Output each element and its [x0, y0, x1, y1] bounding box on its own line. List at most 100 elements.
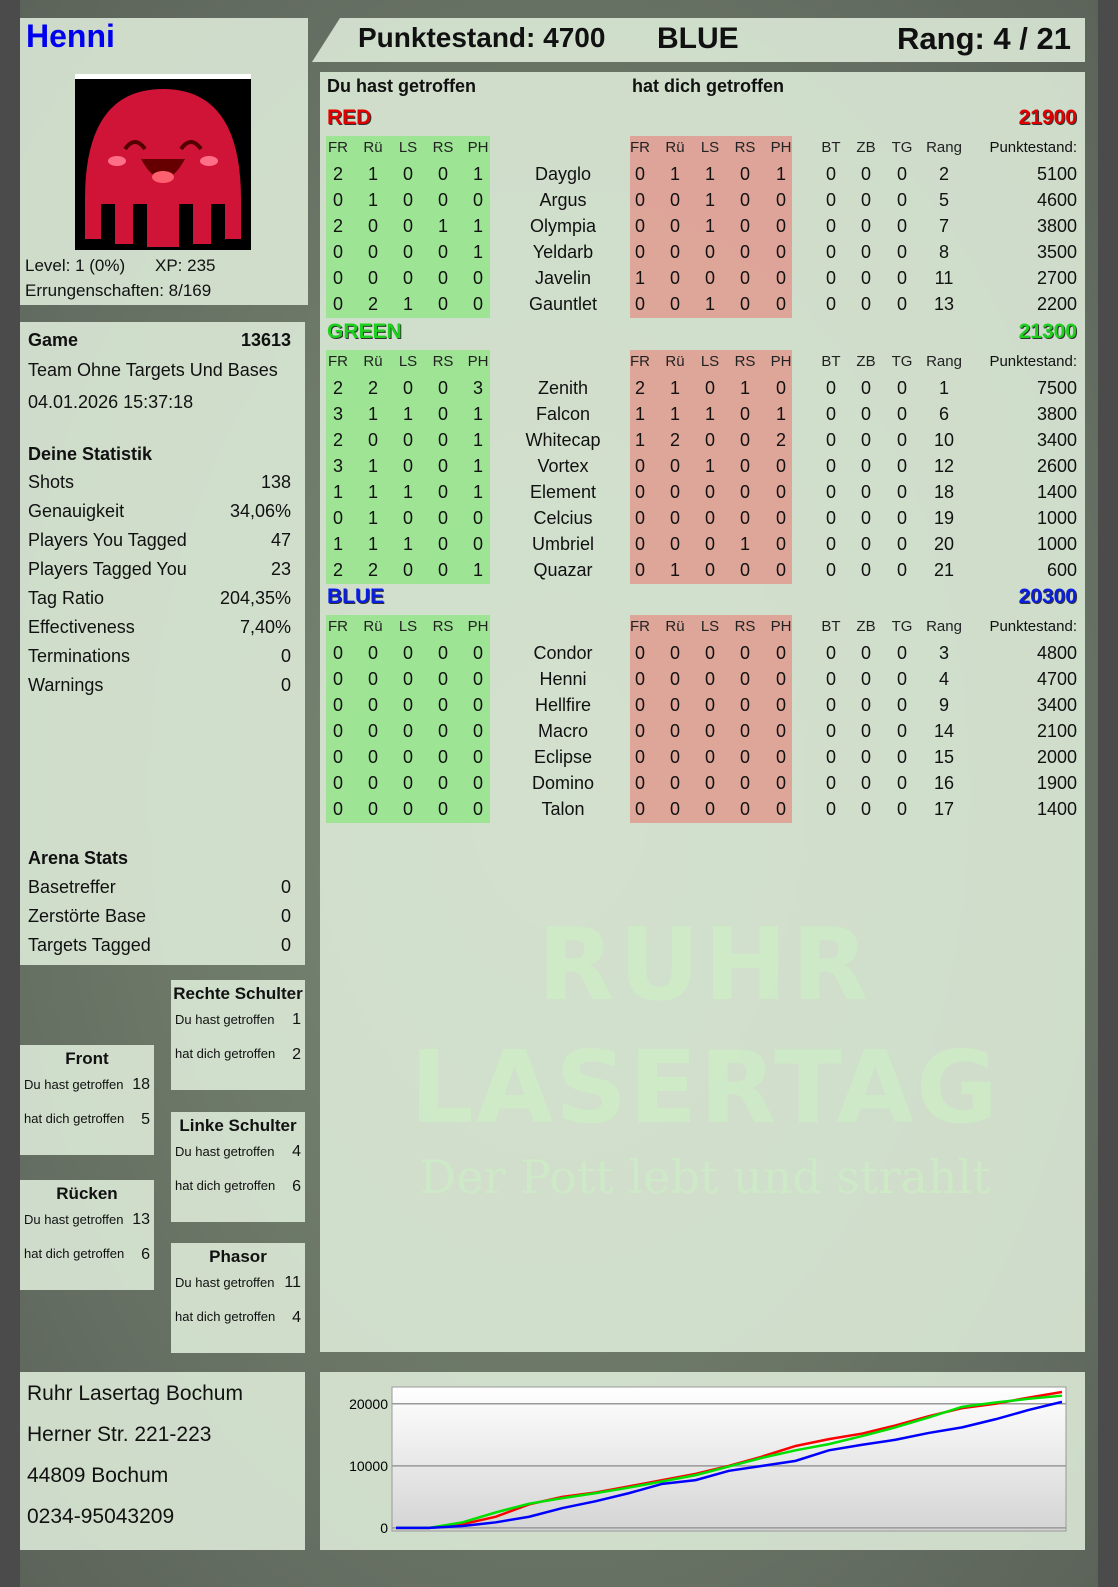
dealt-value: 0 [367, 643, 378, 663]
extra-value: 0 [896, 669, 907, 689]
dealt-value: 0 [402, 799, 413, 819]
dealt-value: 0 [332, 268, 343, 288]
stat-row: Genauigkeit 34,06% [28, 501, 291, 522]
extra-value: 8 [938, 242, 949, 262]
stat-value: 34,06% [229, 501, 291, 521]
col-header: PH [467, 139, 489, 156]
received-value: 0 [704, 560, 715, 580]
stat-value: 204,35% [219, 588, 291, 608]
zone-hit-label: Du hast getroffen [24, 1077, 124, 1092]
team-total-green: 21300 [1018, 320, 1077, 343]
zone-got-label: hat dich getroffen [24, 1246, 125, 1261]
player-name: Dayglo [534, 164, 592, 184]
dealt-value: 3 [472, 378, 483, 398]
received-value: 0 [775, 378, 786, 398]
player-score: 2600 [1036, 456, 1077, 476]
team-name-blue: BLUE [327, 585, 385, 608]
received-value: 0 [634, 216, 645, 236]
chart-panel: 0 10000 20000 [320, 1372, 1085, 1550]
extra-value: 4 [938, 669, 949, 689]
col-header: LS [398, 353, 418, 370]
team-name-green: GREEN [327, 320, 402, 343]
player-xp: XP: 235 [155, 256, 216, 275]
extra-value: 0 [896, 773, 907, 793]
col-header: FR [328, 139, 348, 156]
player-score: 7500 [1036, 378, 1077, 398]
received-value: 1 [739, 534, 750, 554]
extra-value: 12 [933, 456, 955, 476]
received-value: 0 [669, 534, 680, 554]
zone-hit-label: Du hast getroffen [175, 1144, 275, 1159]
received-value: 0 [739, 164, 750, 184]
extra-value: 18 [933, 482, 955, 502]
dealt-value: 0 [332, 669, 343, 689]
zone-got-value: 4 [292, 1309, 301, 1326]
player-score: 3800 [1036, 216, 1077, 236]
dealt-block [326, 136, 490, 318]
dealt-value: 0 [402, 643, 413, 663]
received-value: 0 [775, 190, 786, 210]
extra-value: 0 [825, 721, 836, 741]
extra-value: 0 [896, 190, 907, 210]
zone-hit-value: 13 [132, 1211, 150, 1228]
received-value: 2 [634, 378, 645, 398]
player-score: 5100 [1036, 164, 1077, 184]
received-value: 1 [775, 404, 786, 424]
player-score: 4800 [1036, 643, 1077, 663]
header-banner: Punktestand: 4700 BLUE Rang: 4 / 21 [312, 18, 1085, 62]
zone-got-label: hat dich getroffen [175, 1046, 276, 1061]
dealt-value: 0 [367, 721, 378, 741]
zone-hit-value: 4 [292, 1143, 301, 1160]
zone-hit-value: 18 [132, 1076, 150, 1093]
received-value: 0 [634, 747, 645, 767]
col-header: LS [398, 618, 418, 635]
received-value: 0 [669, 773, 680, 793]
player-name: Celcius [533, 508, 593, 528]
extra-value: 0 [896, 799, 907, 819]
stat-value: 0 [280, 675, 291, 695]
extra-value: 0 [896, 294, 907, 314]
received-value: 0 [704, 721, 715, 741]
received-label: hat dich getroffen [632, 76, 784, 96]
dealt-value: 2 [332, 378, 343, 398]
col-header: PH [467, 353, 489, 370]
received-value: 1 [634, 430, 645, 450]
dealt-value: 0 [437, 799, 448, 819]
received-value: 1 [669, 164, 680, 184]
col-header: FR [328, 618, 348, 635]
extra-value: 21 [933, 560, 955, 580]
col-header: PH [770, 353, 792, 370]
col-header: TG [891, 353, 913, 370]
zone-title: Linke Schulter [179, 1116, 297, 1135]
player-name: Vortex [537, 456, 589, 476]
dealt-value: 1 [402, 404, 413, 424]
dealt-value: 0 [472, 643, 483, 663]
dealt-value: 0 [367, 747, 378, 767]
col-header: PH [467, 618, 489, 635]
player-score: 2700 [1036, 268, 1077, 288]
dealt-value: 0 [367, 430, 378, 450]
address-line: 44809 Bochum [27, 1464, 169, 1487]
stat-row: Warnings 0 [28, 675, 291, 696]
dealt-value: 1 [402, 294, 413, 314]
extra-value: 0 [825, 216, 836, 236]
dealt-value: 0 [472, 799, 483, 819]
dealt-value: 1 [402, 482, 413, 502]
player-name: Talon [541, 799, 585, 819]
received-value: 0 [634, 482, 645, 502]
received-value: 0 [739, 242, 750, 262]
zone-got-value: 2 [292, 1046, 301, 1063]
player-score: 600 [1046, 560, 1077, 580]
score-progress-chart: 0 10000 20000 [349, 1386, 1067, 1536]
extra-value: 0 [825, 268, 836, 288]
received-value: 0 [704, 430, 715, 450]
received-value: 0 [634, 721, 645, 741]
player-name: Element [529, 482, 597, 502]
received-value: 0 [669, 216, 680, 236]
extra-value: 17 [933, 799, 955, 819]
series-line-2 [396, 1400, 1063, 1530]
stats-panel: Game 13613 Team Ohne Targets Und Bases 0… [20, 322, 305, 965]
received-value: 0 [775, 669, 786, 689]
dealt-value: 0 [367, 799, 378, 819]
received-value: 0 [704, 378, 715, 398]
